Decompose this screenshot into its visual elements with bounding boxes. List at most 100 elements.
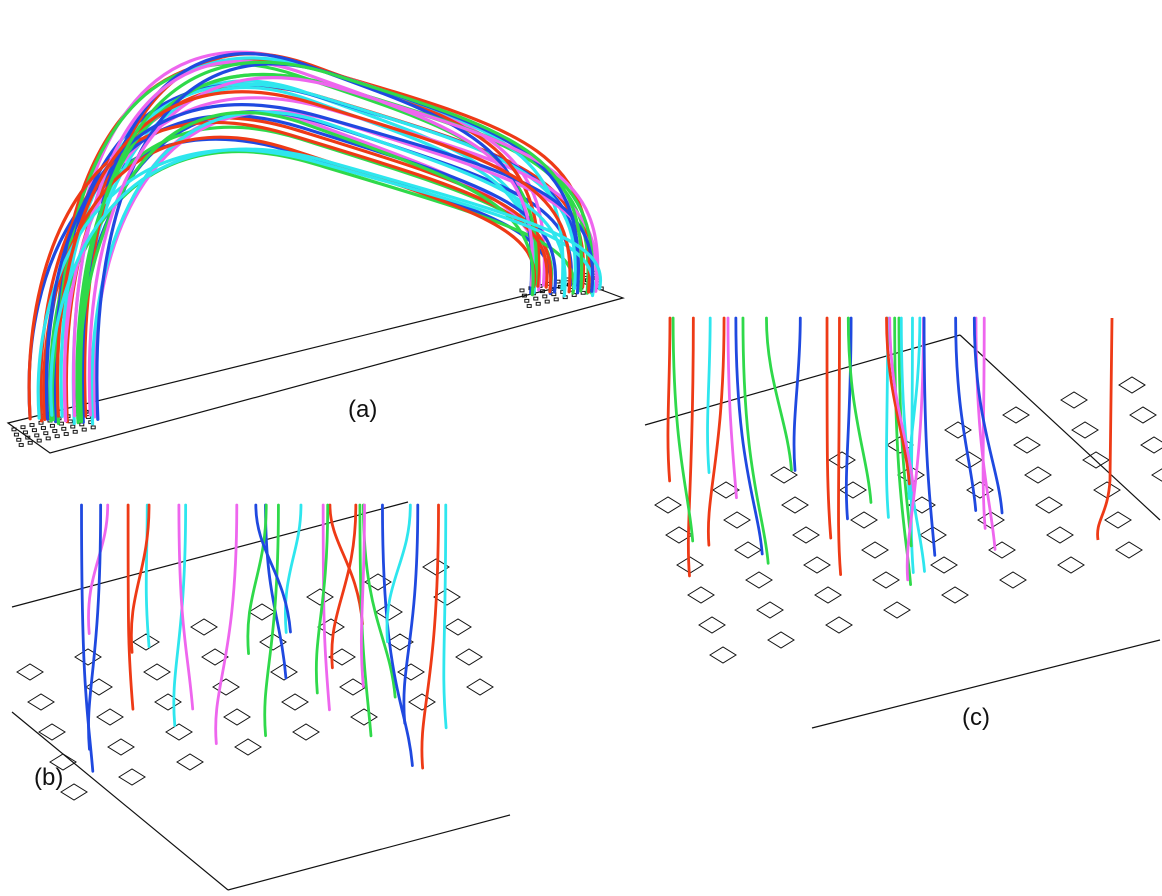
bond-pad-square (433, 588, 461, 606)
bond-pad-square (1118, 376, 1146, 394)
bond-wire-arch (53, 57, 592, 424)
bond-pad-square (825, 616, 853, 634)
bond-pad-square (814, 586, 842, 604)
bond-wire-arch (71, 56, 565, 426)
bond-wire-segment (246, 503, 268, 656)
bond-pad-square (1129, 406, 1157, 424)
bond-pad-square (1060, 391, 1088, 409)
bond-pad-left (54, 434, 60, 439)
bond-pad-square (248, 603, 276, 621)
bond-pad-square (999, 571, 1027, 589)
bond-pad-square (1071, 421, 1099, 439)
bond-pad-right (539, 289, 545, 294)
bond-pad-square (364, 573, 392, 591)
bond-pad-left (25, 435, 31, 440)
bond-wire-segment (80, 503, 95, 773)
bond-pad-square (919, 526, 947, 544)
bond-pad-left (27, 440, 33, 445)
bond-pad-square (201, 648, 229, 666)
panel-label-a: (a) (348, 396, 378, 423)
bond-pad-square (328, 648, 356, 666)
bond-pad-right (524, 298, 530, 303)
bond-pad-square (944, 421, 972, 439)
bond-wire-arch (63, 50, 546, 423)
bond-wire-segment (846, 316, 873, 504)
bond-wire-segment (671, 316, 695, 543)
bond-pad-square (1115, 541, 1143, 559)
bond-pad-square (966, 481, 994, 499)
bond-wire-segment (402, 503, 420, 725)
bond-pad-square (317, 618, 345, 636)
bond-pad-square (212, 678, 240, 696)
bond-pad-left (11, 427, 17, 432)
bond-wire-arch (87, 76, 600, 417)
bond-pad-right (553, 297, 559, 302)
bond-pad-square (466, 678, 494, 696)
bond-pad-square (850, 511, 878, 529)
bond-pad-square (397, 663, 425, 681)
bond-wire-segment (706, 316, 712, 474)
bond-wire-arch (55, 90, 572, 418)
bond-wire-segment (825, 316, 833, 540)
bond-pad-square (654, 496, 682, 514)
panel-c-closeup-view (644, 316, 1162, 729)
substrate-outline (6, 281, 625, 454)
bond-pad-square (698, 616, 726, 634)
bond-pad-right (535, 301, 541, 306)
bond-pad-square (350, 708, 378, 726)
bond-wire-segment (1096, 317, 1114, 541)
bond-pad-square (27, 693, 55, 711)
bond-wire-segment (214, 503, 239, 746)
bond-wire-arch (44, 103, 595, 420)
bond-pad-left (49, 423, 55, 428)
bond-wire-segment (765, 316, 793, 472)
bond-wire-segment (381, 503, 414, 768)
bond-pad-square (839, 481, 867, 499)
bond-pad-square (270, 663, 298, 681)
bond-pad-left (81, 427, 87, 432)
bond-pad-left (22, 430, 28, 435)
bond-pad-square (455, 648, 483, 666)
bond-pad-square (745, 571, 773, 589)
bond-pad-square (16, 663, 44, 681)
bond-pad-square (1057, 556, 1085, 574)
bond-pad-square (941, 586, 969, 604)
substrate-edge (644, 334, 961, 426)
bond-pad-left (90, 425, 96, 430)
substrate-edge (227, 814, 511, 891)
bond-wire-segment (359, 503, 366, 689)
bond-pad-square (1002, 406, 1030, 424)
bond-pad-right (526, 304, 532, 308)
bond-pad-square (1093, 481, 1121, 499)
bond-pad-square (723, 511, 751, 529)
bond-wire-arch (78, 60, 584, 424)
bond-pad-square (977, 511, 1005, 529)
panel-a-arch-view (6, 50, 625, 454)
bond-wire-segment (442, 503, 448, 730)
bond-wire-segment (706, 316, 726, 547)
bond-pad-left (67, 419, 73, 424)
bond-wire-segment (734, 316, 764, 556)
bond-pad-left (45, 436, 51, 441)
bond-wire-segment (87, 503, 103, 751)
bond-wire-segment (172, 503, 188, 727)
bond-pad-square (96, 708, 124, 726)
bond-pad-square (143, 663, 171, 681)
bond-pad-square (408, 693, 436, 711)
bond-wire-segment (328, 503, 364, 626)
bond-pad-square (930, 556, 958, 574)
bond-pad-left (16, 437, 22, 442)
bond-pad-square (281, 693, 309, 711)
bond-pad-left (52, 429, 58, 433)
bond-pad-square (190, 618, 218, 636)
bond-wire-segment (726, 316, 738, 500)
bond-pad-right (519, 288, 525, 293)
bond-wire-arch (27, 137, 553, 418)
bond-pad-square (756, 601, 784, 619)
bond-pad-right (521, 293, 527, 298)
bond-pad-left (13, 432, 19, 437)
bond-pad-square (386, 633, 414, 651)
bond-pad-square (767, 631, 795, 649)
bond-wire-segment (893, 316, 912, 587)
bond-wire-segment (263, 503, 280, 738)
